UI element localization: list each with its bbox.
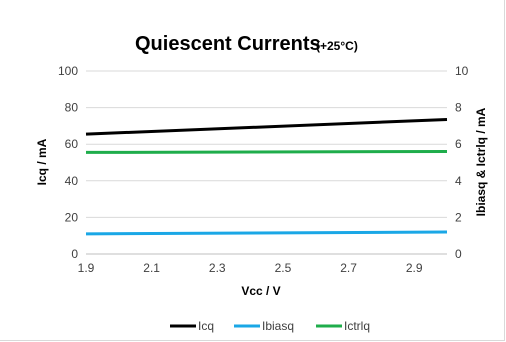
y-tick-right-8: 8 bbox=[455, 101, 462, 115]
y-tick-right-2: 2 bbox=[455, 210, 462, 224]
x-tick-1.9: 1.9 bbox=[78, 261, 95, 275]
y-tick-left-0: 0 bbox=[71, 247, 78, 261]
y-axis-left-title: Icq / mA bbox=[35, 138, 49, 185]
x-tick-2.5: 2.5 bbox=[275, 261, 292, 275]
legend: Icq Ibiasq Ictrlq bbox=[170, 319, 370, 333]
gridlines bbox=[86, 71, 447, 217]
chart-title-subtitle: (+25°C) bbox=[316, 39, 358, 53]
series-line-ictrlq bbox=[86, 152, 447, 153]
y-tick-right-10: 10 bbox=[455, 64, 469, 78]
legend-label-icq: Icq bbox=[198, 319, 214, 333]
y-tick-left-20: 20 bbox=[65, 210, 79, 224]
y-tick-left-80: 80 bbox=[65, 101, 79, 115]
x-tick-2.7: 2.7 bbox=[340, 261, 357, 275]
series-lines bbox=[86, 119, 447, 233]
x-tick-2.1: 2.1 bbox=[143, 261, 160, 275]
chart-title-main: Quiescent Currents bbox=[135, 33, 321, 55]
series-line-ibiasq bbox=[86, 232, 447, 234]
y-tick-right-6: 6 bbox=[455, 137, 462, 151]
y-tick-left-40: 40 bbox=[65, 174, 79, 188]
y-axis-left-ticks: 0 20 40 60 80 100 bbox=[58, 64, 78, 261]
y-tick-right-0: 0 bbox=[455, 247, 462, 261]
series-line-icq bbox=[86, 119, 447, 134]
x-axis-ticks: 1.9 2.1 2.3 2.5 2.7 2.9 bbox=[78, 261, 423, 275]
x-tick-2.9: 2.9 bbox=[406, 261, 423, 275]
x-tick-2.3: 2.3 bbox=[209, 261, 226, 275]
chart-title: Quiescent Currents (+25°C) bbox=[135, 33, 358, 55]
y-axis-right-ticks: 0 2 4 6 8 10 bbox=[455, 64, 469, 261]
y-axis-right-title: Ibiasq & Ictrlq / mA bbox=[474, 107, 488, 216]
y-tick-left-100: 100 bbox=[58, 64, 78, 78]
legend-label-ibiasq: Ibiasq bbox=[262, 319, 294, 333]
x-axis-title: Vcc / V bbox=[241, 284, 280, 298]
y-tick-right-4: 4 bbox=[455, 174, 462, 188]
legend-label-ictrlq: Ictrlq bbox=[344, 319, 370, 333]
y-tick-left-60: 60 bbox=[65, 137, 79, 151]
